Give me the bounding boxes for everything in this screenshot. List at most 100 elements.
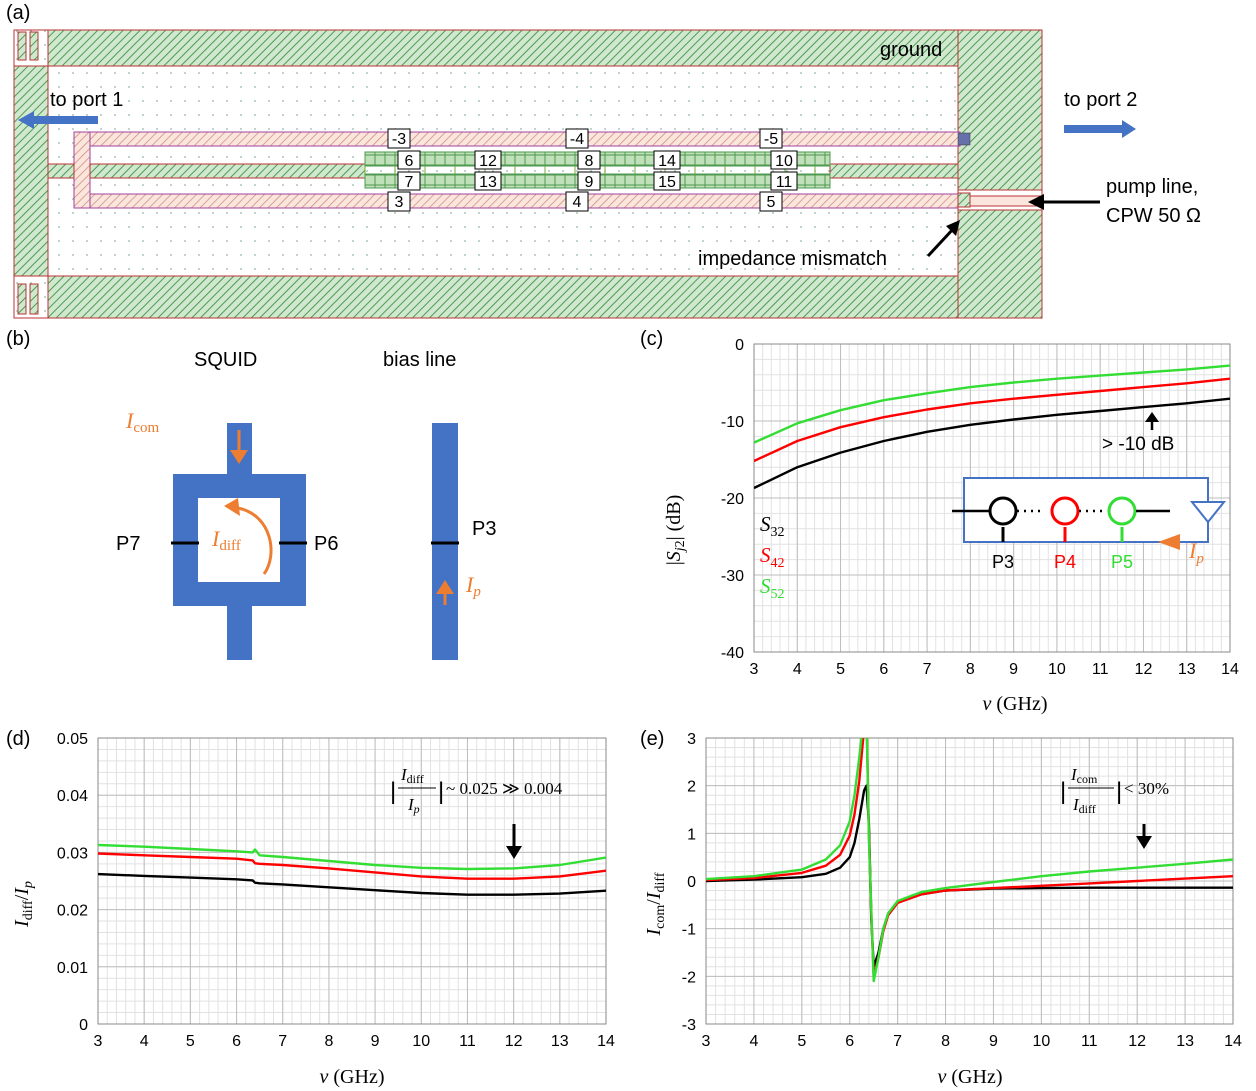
chart-idiff: 3 4 5 6 7 8 9 10 11 12 13 14 0 0.01 0.02 0.03 0.04 0.05 |… bbox=[0, 728, 630, 1091]
annotation-c: > -10 dB bbox=[1102, 434, 1174, 455]
bias-line-title: bias line bbox=[383, 349, 456, 371]
squid-title: SQUID bbox=[194, 349, 257, 371]
port-label-10: 10 bbox=[775, 153, 793, 170]
x-tick-label: 7 bbox=[923, 661, 932, 678]
annotation-arrow-icon bbox=[1145, 412, 1159, 430]
y-tick-label: 0.04 bbox=[57, 788, 88, 805]
svg-text:P5: P5 bbox=[1111, 552, 1133, 572]
y-tick-label: 1 bbox=[687, 826, 696, 843]
x-tick-label: 8 bbox=[324, 1033, 333, 1050]
x-tick-label: 12 bbox=[505, 1033, 523, 1050]
x-tick-label: 6 bbox=[232, 1033, 241, 1050]
port-label-3: 3 bbox=[395, 194, 404, 211]
ground-label: ground bbox=[880, 39, 942, 61]
x-tick-label: 8 bbox=[941, 1033, 950, 1050]
x-tick-label: 11 bbox=[459, 1033, 476, 1050]
svg-text:|: | bbox=[1060, 778, 1066, 805]
x-tick-label: 6 bbox=[879, 661, 888, 678]
x-tick-label: 14 bbox=[597, 1033, 615, 1050]
impedance-label: impedance mismatch bbox=[698, 248, 887, 270]
layout-figure: -3 -4 -5 3 4 5 6 12 8 14 10 7 13 9 15 11… bbox=[0, 0, 1256, 322]
annotation-e-arrow-icon bbox=[1136, 824, 1152, 849]
port-label-8: 8 bbox=[585, 153, 594, 170]
p7-label: P7 bbox=[116, 533, 140, 555]
y-tick-label: 2 bbox=[687, 779, 696, 796]
port-label-11: 11 bbox=[776, 174, 793, 191]
port2-arrow-icon bbox=[1064, 120, 1136, 138]
x-tick-label: 13 bbox=[551, 1033, 569, 1050]
inset-schematic: P3 P4 P5 Ip bbox=[952, 478, 1224, 572]
y-tick-label: 0.03 bbox=[57, 845, 88, 862]
y-tick-label: 0 bbox=[79, 1017, 88, 1034]
x-tick-label: 10 bbox=[412, 1033, 430, 1050]
port-label-9: 9 bbox=[585, 174, 594, 191]
x-tick-label: 12 bbox=[1128, 1033, 1146, 1050]
port-label-15: 15 bbox=[658, 174, 676, 191]
x-tick-label: 14 bbox=[1221, 661, 1239, 678]
port-label-4: 4 bbox=[573, 194, 582, 211]
i-com-label: Icom bbox=[125, 408, 159, 436]
port-label-m5: -5 bbox=[764, 131, 778, 148]
squid-diagram: SQUID bias line Icom Idiff Ip P7 P6 P3 bbox=[0, 330, 640, 690]
series-line-e-2 bbox=[706, 728, 1233, 981]
x-tick-label: 13 bbox=[1176, 1033, 1194, 1050]
to-port1-label: to port 1 bbox=[50, 89, 123, 111]
legend-s52: S52 bbox=[760, 574, 785, 602]
y-tick-label: -40 bbox=[721, 645, 744, 662]
x-tick-label: 10 bbox=[1032, 1033, 1050, 1050]
to-port2-label: to port 2 bbox=[1064, 89, 1137, 111]
annotation-d: ~ 0.025 ≫ 0.004 bbox=[446, 779, 563, 798]
annot-e-num: Icom bbox=[1070, 765, 1098, 786]
x-tick-label: 12 bbox=[1135, 661, 1153, 678]
y-tick-label: 0.01 bbox=[57, 960, 88, 977]
y-tick-label: -3 bbox=[682, 1017, 696, 1034]
xlabel-d: ν (GHz) bbox=[320, 1066, 385, 1088]
y-tick-label: 0.05 bbox=[57, 731, 88, 748]
series-line-e-0 bbox=[706, 786, 1233, 967]
y-tick-label: -30 bbox=[721, 568, 744, 585]
x-tick-label: 9 bbox=[989, 1033, 998, 1050]
x-tick-label: 9 bbox=[371, 1033, 380, 1050]
x-tick-label: 10 bbox=[1048, 661, 1066, 678]
ground-top bbox=[48, 30, 958, 66]
chart-s-params: 3 4 5 6 7 8 9 10 11 12 13 140-10-20-30-40 S32 S42 S… bbox=[640, 330, 1256, 720]
i-p-label: Ip bbox=[465, 572, 481, 600]
legend-s32: S32 bbox=[760, 512, 785, 540]
x-tick-label: 7 bbox=[278, 1033, 287, 1050]
port-label-m3: -3 bbox=[392, 131, 406, 148]
pump-line-label-2: CPW 50 Ω bbox=[1106, 205, 1201, 227]
ylabel-c: |Sj2| (dB) bbox=[663, 495, 688, 566]
port-label-5: 5 bbox=[767, 194, 776, 211]
x-tick-label: 8 bbox=[966, 661, 975, 678]
port-label-6: 6 bbox=[405, 153, 414, 170]
x-tick-label: 6 bbox=[845, 1033, 854, 1050]
y-tick-label: 3 bbox=[687, 731, 696, 748]
x-tick-label: 7 bbox=[893, 1033, 902, 1050]
svg-text:|: | bbox=[438, 778, 444, 805]
annot-d-den: Ip bbox=[407, 795, 420, 816]
p3-label: P3 bbox=[472, 518, 496, 540]
port-label-13: 13 bbox=[479, 174, 497, 191]
annotation-e: < 30% bbox=[1124, 779, 1169, 798]
y-tick-label: -2 bbox=[682, 969, 696, 986]
y-tick-label: -20 bbox=[721, 491, 744, 508]
x-tick-label: 4 bbox=[793, 661, 802, 678]
ground-bottom bbox=[48, 276, 958, 318]
y-tick-label: 0 bbox=[687, 874, 696, 891]
p6-label: P6 bbox=[314, 533, 338, 555]
x-tick-label: 5 bbox=[186, 1033, 195, 1050]
xlabel-e: ν (GHz) bbox=[938, 1066, 1003, 1088]
y-tick-label: 0 bbox=[735, 337, 744, 354]
port-label-m4: -4 bbox=[570, 131, 584, 148]
pump-line-label-1: pump line, bbox=[1106, 176, 1198, 198]
port-label-14: 14 bbox=[658, 153, 676, 170]
legend-s42: S42 bbox=[760, 543, 785, 571]
ylabel-e: Icom/Idiff bbox=[643, 872, 668, 936]
x-tick-label: 3 bbox=[750, 661, 759, 678]
x-tick-label: 4 bbox=[140, 1033, 149, 1050]
xlabel-c: ν (GHz) bbox=[983, 693, 1048, 715]
x-tick-label: 3 bbox=[94, 1033, 103, 1050]
svg-text:P3: P3 bbox=[992, 552, 1014, 572]
x-tick-label: 14 bbox=[1224, 1033, 1242, 1050]
x-tick-label: 5 bbox=[797, 1033, 806, 1050]
